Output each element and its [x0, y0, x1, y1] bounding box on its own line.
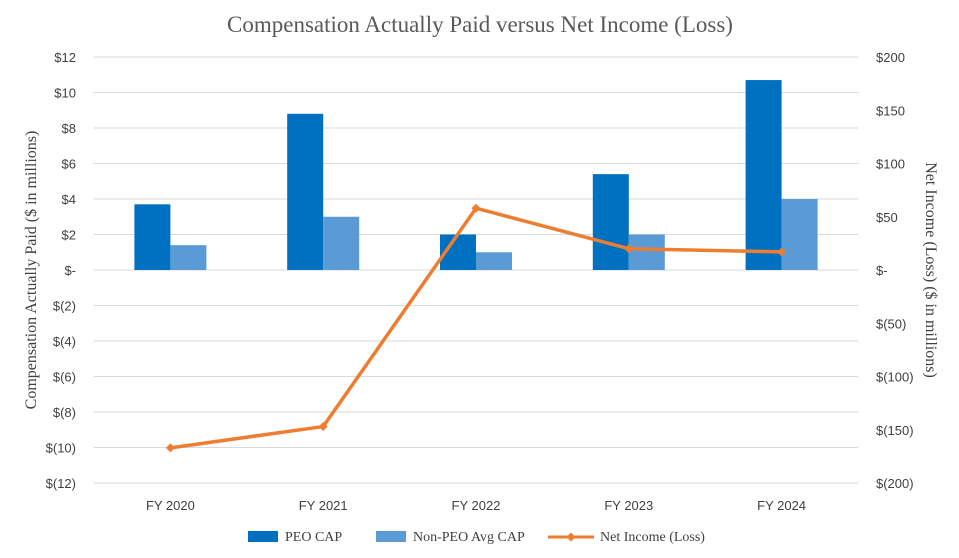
- right-tick-label: $100: [876, 157, 905, 172]
- peo-cap-bar: [745, 80, 782, 270]
- left-axis-ticks: $12 $10 $8 $6 $4 $2 $- $(2) $(4) $(6) $(8) $(10) $(1…: [46, 50, 76, 491]
- x-axis-ticks: FY 2020 FY 2021 FY 2022 FY 2023 FY 2024: [146, 498, 806, 513]
- legend-label: Non-PEO Avg CAP: [413, 530, 525, 545]
- left-tick-label: $(4): [53, 334, 76, 349]
- left-tick-label: $6: [62, 157, 76, 172]
- right-axis-title: Net Income (Loss) ($ in millions): [922, 162, 939, 378]
- bars: [134, 80, 818, 270]
- left-tick-label: $(10): [46, 441, 76, 456]
- non-peo-avg-cap-bar: [628, 234, 665, 270]
- right-tick-label: $50: [876, 210, 898, 225]
- non-peo-avg-cap-bar: [170, 245, 207, 270]
- right-axis-ticks: $200 $150 $100 $50 $- $(50) $(100) $(150) $(200): [876, 50, 914, 491]
- right-tick-label: $(200): [876, 476, 914, 491]
- net-income-point: [777, 247, 787, 257]
- x-tick-label: FY 2023: [604, 498, 653, 513]
- non-peo-avg-cap-bar: [323, 216, 360, 270]
- left-axis-title: Compensation Actually Paid ($ in million…: [23, 131, 40, 410]
- chart-title: Compensation Actually Paid versus Net In…: [227, 12, 733, 37]
- right-tick-label: $150: [876, 103, 905, 118]
- right-tick-label: $(150): [876, 423, 914, 438]
- left-tick-label: $12: [54, 50, 76, 65]
- non-peo-avg-cap-bar: [781, 199, 818, 270]
- net-income-point: [318, 422, 328, 432]
- net-income-point: [471, 203, 481, 213]
- left-tick-label: $2: [62, 228, 76, 243]
- peo-cap-bar: [592, 174, 629, 270]
- left-tick-label: $(2): [53, 299, 76, 314]
- legend-label: Net Income (Loss): [600, 530, 705, 545]
- x-tick-label: FY 2020: [146, 498, 195, 513]
- left-tick-label: $10: [54, 86, 76, 101]
- net-income-line-group: [165, 203, 787, 453]
- legend: PEO CAP Non-PEO Avg CAP Net Income (Loss): [248, 530, 705, 545]
- right-tick-label: $(50): [876, 316, 906, 331]
- legend-swatch: [248, 531, 278, 542]
- x-tick-label: FY 2024: [757, 498, 806, 513]
- peo-cap-bar: [134, 204, 171, 270]
- left-tick-label: $8: [62, 121, 76, 136]
- net-income-point: [624, 244, 634, 254]
- left-tick-label: $(6): [53, 370, 76, 385]
- x-tick-label: FY 2021: [299, 498, 348, 513]
- right-tick-label: $-: [876, 263, 888, 278]
- left-tick-label: $(8): [53, 405, 76, 420]
- x-tick-label: FY 2022: [452, 498, 501, 513]
- left-tick-label: $4: [62, 192, 76, 207]
- legend-label: PEO CAP: [285, 530, 342, 545]
- left-tick-label: $-: [64, 263, 76, 278]
- legend-swatch: [376, 531, 406, 542]
- peo-cap-bar: [287, 113, 324, 270]
- left-tick-label: $(12): [46, 476, 76, 491]
- net-income-point: [165, 443, 175, 453]
- non-peo-avg-cap-bar: [476, 252, 512, 270]
- right-tick-label: $(100): [876, 370, 914, 385]
- right-tick-label: $200: [876, 50, 905, 65]
- legend-marker: [566, 532, 576, 542]
